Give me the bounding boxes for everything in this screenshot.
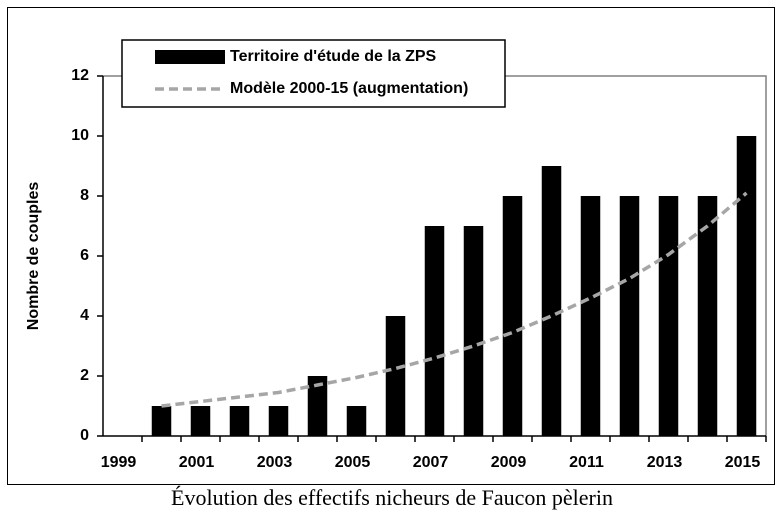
bar (385, 316, 406, 436)
y-tick-label: 8 (80, 187, 89, 204)
y-axis-label: Nombre de couples (25, 182, 42, 331)
legend-label: Territoire d'étude de la ZPS (230, 48, 437, 65)
y-tick-label: 0 (80, 427, 89, 444)
bar (229, 406, 250, 436)
x-tick-label: 1999 (101, 454, 137, 471)
x-tick-label: 2011 (569, 454, 604, 471)
bar (541, 166, 562, 436)
y-tick-label: 12 (71, 67, 89, 84)
bar (190, 406, 211, 436)
bar (619, 196, 640, 436)
x-tick-label: 2009 (491, 454, 527, 471)
bar (268, 406, 289, 436)
x-tick-label: 2001 (179, 454, 215, 471)
legend-box (121, 39, 506, 108)
y-tick-label: 6 (80, 247, 89, 264)
x-tick-label: 2005 (335, 454, 371, 471)
chart-caption: Évolution des effectifs nicheurs de Fauc… (171, 485, 613, 510)
y-tick-label: 4 (80, 307, 89, 324)
bar (697, 196, 718, 436)
y-tick-label: 2 (80, 367, 89, 384)
legend-label: Modèle 2000-15 (augmentation) (230, 80, 468, 97)
bar (307, 376, 328, 436)
trend-line (161, 191, 748, 408)
bar (151, 406, 172, 436)
bar (736, 136, 757, 436)
bar (424, 226, 445, 436)
x-tick-label: 2003 (257, 454, 293, 471)
bar (580, 196, 601, 436)
x-tick-label: 2013 (647, 454, 683, 471)
legend-swatch (155, 50, 225, 64)
bar (346, 406, 367, 436)
bar (658, 196, 679, 436)
bar (502, 196, 523, 436)
y-tick-label: 10 (71, 127, 89, 144)
x-tick-label: 2015 (725, 454, 761, 471)
x-tick-label: 2007 (413, 454, 449, 471)
bar (463, 226, 484, 436)
